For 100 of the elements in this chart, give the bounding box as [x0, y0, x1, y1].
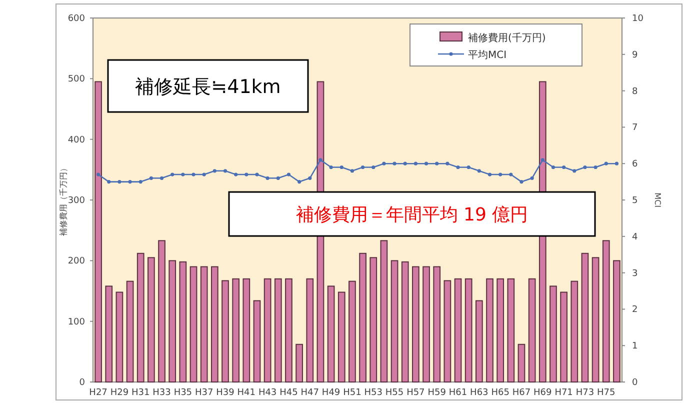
point — [266, 176, 270, 180]
point — [138, 180, 142, 184]
y-tick-label: 100 — [68, 317, 86, 328]
x-tick-label: H55 — [385, 388, 404, 398]
bar — [338, 292, 346, 382]
y2-tick-label: 7 — [632, 123, 638, 134]
point — [212, 169, 216, 173]
point — [562, 165, 566, 170]
point — [170, 172, 174, 176]
point — [540, 158, 544, 162]
point — [466, 165, 470, 170]
bar — [602, 240, 610, 382]
bar — [105, 286, 113, 382]
point — [372, 165, 376, 170]
bar — [464, 278, 472, 382]
point — [96, 172, 100, 176]
legend-label: 平均MCI — [468, 49, 507, 61]
bar — [296, 344, 303, 382]
bar — [518, 344, 526, 382]
bar — [253, 300, 261, 382]
bar — [380, 240, 388, 382]
point — [382, 162, 386, 166]
point — [244, 172, 248, 176]
x-tick-label: H75 — [597, 388, 616, 398]
x-tick-label: H49 — [322, 388, 340, 398]
x-tick-label: H61 — [448, 388, 468, 398]
bar — [222, 280, 229, 382]
bar — [190, 266, 198, 382]
bar — [242, 278, 250, 382]
point — [255, 172, 259, 176]
bar — [475, 300, 483, 382]
x-tick-label: H67 — [512, 388, 531, 398]
bar — [359, 252, 366, 382]
bar — [507, 278, 515, 382]
point — [435, 162, 439, 166]
x-tick-label: H59 — [428, 388, 446, 398]
point — [456, 165, 460, 170]
bar — [348, 280, 356, 382]
x-tick-label: H63 — [470, 388, 488, 398]
y2-tick-label: 6 — [632, 160, 638, 170]
x-tick-label: H45 — [280, 388, 298, 398]
y2-tick-label: 4 — [632, 232, 638, 242]
point — [308, 176, 312, 180]
point — [298, 180, 302, 184]
point — [498, 172, 502, 176]
x-tick-label: H69 — [534, 388, 552, 398]
y2-tick-label: 2 — [632, 305, 638, 316]
x-tick-label: H39 — [216, 388, 235, 398]
point — [192, 172, 196, 176]
point — [477, 169, 481, 173]
x-tick-label: H47 — [300, 388, 320, 398]
bar — [200, 266, 208, 382]
point — [604, 162, 608, 166]
x-tick-label: H27 — [89, 388, 108, 398]
point — [286, 172, 291, 176]
point — [118, 180, 122, 184]
point — [403, 162, 407, 166]
y2-tick-label: 9 — [632, 50, 638, 60]
bar — [306, 278, 314, 382]
bar — [232, 278, 240, 382]
point — [392, 162, 396, 166]
point — [340, 165, 344, 170]
point — [614, 162, 619, 166]
bar — [592, 257, 600, 382]
bar — [401, 261, 409, 382]
point — [360, 165, 365, 170]
y2-tick-label: 10 — [632, 14, 644, 24]
bar — [264, 278, 272, 382]
bar — [433, 266, 441, 382]
bar — [148, 257, 155, 382]
bar — [116, 292, 124, 382]
bar — [496, 278, 504, 382]
y2-tick-label: 5 — [632, 196, 638, 206]
point — [594, 165, 598, 170]
bar — [126, 280, 134, 382]
point — [583, 165, 587, 170]
y-tick-label: 200 — [68, 256, 86, 267]
bar — [210, 266, 218, 382]
point — [107, 180, 111, 184]
bar — [581, 252, 589, 382]
point — [234, 172, 238, 176]
bar — [412, 266, 420, 382]
point — [276, 176, 280, 180]
bar — [370, 257, 378, 382]
bar — [422, 266, 430, 382]
bar — [390, 260, 398, 382]
bar — [327, 286, 335, 382]
point — [551, 165, 556, 170]
y-tick-label: 0 — [79, 378, 86, 388]
bar — [168, 260, 176, 382]
x-tick-label: H37 — [194, 388, 214, 398]
y-tick-label: 500 — [68, 74, 86, 85]
bar — [550, 286, 557, 382]
x-tick-label: H57 — [406, 388, 425, 398]
annotation: 補修費用＝年間平均 19 億円 — [296, 204, 528, 226]
x-tick-label: H73 — [576, 388, 594, 398]
x-tick-label: H65 — [491, 388, 510, 398]
annotation: 補修延長≒41km — [135, 76, 281, 98]
y2-tick-label: 8 — [632, 86, 638, 97]
bar — [613, 260, 620, 382]
